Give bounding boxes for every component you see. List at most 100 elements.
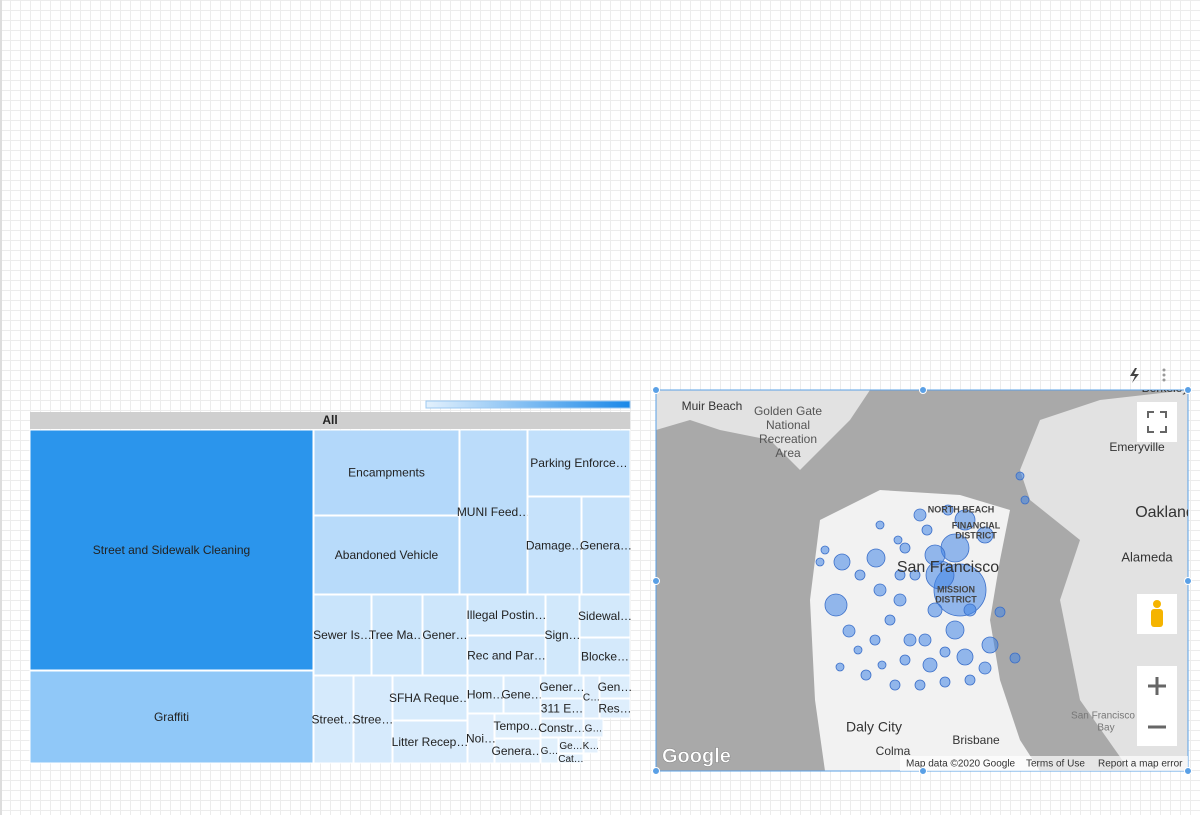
map-bubble [866, 548, 886, 568]
treemap-cell [467, 635, 546, 676]
map-bubble [909, 569, 921, 581]
map-bubble [981, 636, 999, 654]
map-bubble [854, 569, 866, 581]
map-labels: Muir Beach Golden GateNationalRecreationA… [662, 381, 1189, 771]
treemap-label: Gen… [598, 680, 633, 694]
treemap-cell [540, 675, 584, 699]
map-bubble [860, 669, 872, 681]
map-bubble [945, 620, 965, 640]
treemap-cell [583, 718, 604, 738]
map-place: Muir Beach [682, 399, 743, 413]
map-bubble [884, 614, 896, 626]
left-edge [0, 0, 2, 815]
treemap-cell [313, 594, 372, 676]
treemap-cell [579, 637, 631, 676]
map-place: Colma [876, 744, 911, 758]
resize-handle[interactable] [1184, 767, 1192, 775]
treemap-cell [29, 670, 314, 764]
treemap-cell [313, 675, 354, 764]
treemap-label: Stree… [353, 713, 394, 727]
resize-handle[interactable] [652, 577, 660, 585]
resize-handle[interactable] [652, 386, 660, 394]
resize-handle[interactable] [1184, 577, 1192, 585]
map-bubble [824, 593, 848, 617]
resize-handle[interactable] [652, 767, 660, 775]
treemap-label: Constr… [538, 721, 585, 735]
treemap-label: 311 E… [541, 702, 583, 716]
map-place: Recreation [759, 432, 817, 446]
treemap-label: Genera… [580, 539, 632, 553]
map-bubble [954, 509, 976, 531]
map-bubble [893, 535, 903, 545]
treemap-cell [313, 515, 460, 595]
treemap-label: Tree Ma… [369, 628, 425, 642]
resize-handle[interactable] [919, 767, 927, 775]
map-terms[interactable]: Terms of Use [1026, 759, 1085, 770]
map-logo: Google [662, 745, 731, 767]
treemap-label: Litter Recep… [392, 735, 469, 749]
map-place: Alameda [1121, 549, 1173, 564]
resize-handle[interactable] [1184, 386, 1192, 394]
treemap-label: Street… [311, 713, 355, 727]
treemap: Street and Sidewalk Cleaning Graffiti Enca… [29, 429, 633, 765]
bubbles [815, 471, 1030, 691]
resize-handle[interactable] [919, 386, 927, 394]
map-bubble [833, 553, 851, 571]
treemap-cell [579, 594, 631, 638]
treemap-label: Gener… [539, 680, 584, 694]
map-bubble [903, 633, 917, 647]
pegman-body [1151, 609, 1163, 627]
bolt-icon[interactable] [1130, 368, 1139, 383]
treemap-label: Rec and Par… [467, 649, 546, 663]
map-bubble [964, 674, 976, 686]
treemap-label: Genera… [491, 744, 543, 758]
treemap-cell [467, 713, 495, 764]
treemap-cell [583, 675, 600, 719]
treemap-cell [494, 738, 541, 764]
fullscreen-button[interactable] [1137, 402, 1177, 442]
treemap-cell [459, 429, 528, 595]
map-place: DISTRICT [955, 530, 997, 540]
treemap-cell [353, 675, 393, 764]
treemap-label: Tempo… [493, 719, 541, 733]
map-bubble [877, 660, 887, 670]
treemap-cell [422, 594, 468, 676]
map-bubble [893, 593, 907, 607]
map-bubble [942, 504, 954, 516]
map-bubble [918, 633, 932, 647]
treemap-label: Ge… [559, 741, 582, 752]
treemap-label: Sign… [544, 628, 580, 642]
treemap-cell [581, 496, 631, 595]
map-place: Emeryville [1109, 440, 1165, 454]
map-place: Daly City [846, 719, 902, 735]
treemap-label: Parking Enforce… [530, 456, 627, 470]
treemap-cell [540, 737, 559, 764]
map-place: San Francisco [897, 559, 999, 576]
map-place: FINANCIAL [952, 520, 1001, 530]
map-bubble [914, 679, 926, 691]
map-bubble [869, 634, 881, 646]
map-bubble [899, 542, 911, 554]
treemap-label: Damage… [526, 539, 583, 553]
treemap-label: Hom… [467, 688, 504, 702]
treemap-cell [494, 713, 541, 739]
treemap-cell [29, 429, 314, 671]
map-bubble [873, 583, 887, 597]
map-place: Berkeley [1142, 381, 1189, 395]
map-place: NORTH BEACH [928, 504, 995, 514]
map-bubble [927, 602, 943, 618]
pegman-head [1153, 600, 1161, 608]
map-report[interactable]: Report a map error [1098, 759, 1183, 770]
treemap-label: MUNI Feed… [457, 505, 530, 519]
more-icon[interactable] [1162, 368, 1166, 382]
map-bubble [820, 545, 830, 555]
map-bubble [889, 679, 901, 691]
map-bubble [939, 646, 951, 658]
treemap-cell [392, 675, 468, 721]
treemap-label: Sidewal… [578, 609, 632, 623]
treemap-cell [503, 675, 541, 714]
treemap-label: SFHA Reque… [389, 691, 471, 705]
treemap-cell [599, 698, 631, 719]
treemap-cell [392, 720, 468, 764]
treemap-cell [467, 675, 504, 714]
